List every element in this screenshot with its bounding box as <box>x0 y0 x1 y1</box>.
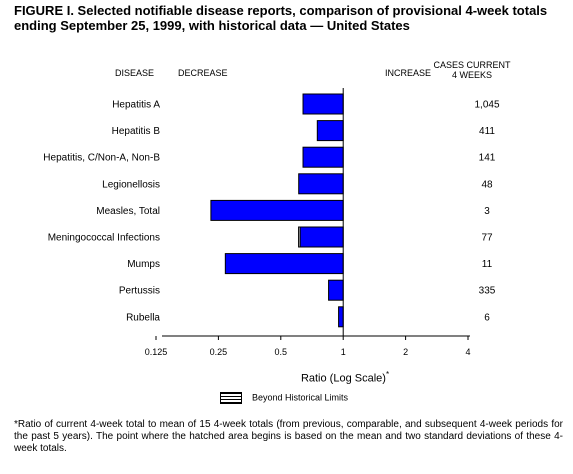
disease-label: Mumps <box>127 259 160 270</box>
hatched-segment <box>298 226 301 248</box>
header-cases-line2: 4 WEEKS <box>451 70 492 80</box>
x-tick-label: 0.25 <box>210 347 228 357</box>
cases-value: 1,045 <box>474 100 499 111</box>
bar <box>210 199 344 221</box>
disease-label: Hepatitis A <box>112 100 160 111</box>
bar <box>302 93 344 115</box>
x-tick-label: 0.5 <box>275 347 288 357</box>
disease-label: Pertussis <box>119 286 160 297</box>
disease-label: Measles, Total <box>96 206 160 217</box>
header-cases: CASES CURRENT 4 WEEKS <box>432 60 512 80</box>
x-axis-label-marker: * <box>385 370 390 379</box>
header-cases-line1: CASES CURRENT <box>433 60 511 70</box>
x-axis-label-text: Ratio (Log Scale) <box>300 372 386 385</box>
disease-label: Meningococcal Infections <box>48 233 160 244</box>
disease-label: Hepatitis, C/Non-A, Non-B <box>43 153 160 164</box>
disease-label: Legionellosis <box>102 179 160 190</box>
cases-value: 77 <box>481 233 493 244</box>
footnote: *Ratio of current 4-week total to mean o… <box>14 419 563 454</box>
bar <box>298 173 344 195</box>
disease-label: Rubella <box>126 312 160 323</box>
x-tick-label: 1 <box>341 347 346 357</box>
legend-label: Beyond Historical Limits <box>252 392 349 403</box>
bar <box>224 253 344 275</box>
bar <box>328 279 344 301</box>
cases-value: 335 <box>479 286 496 297</box>
cases-value: 6 <box>484 312 490 323</box>
x-tick-label: 4 <box>465 347 470 357</box>
x-axis-label: Ratio (Log Scale)* <box>255 370 435 385</box>
header-decrease: DECREASE <box>178 68 228 78</box>
header-increase: INCREASE <box>385 68 432 78</box>
bar <box>302 146 344 168</box>
figure-title: FIGURE I. Selected notifiable disease re… <box>14 3 548 33</box>
legend: Beyond Historical Limits <box>220 392 348 404</box>
x-tick-label: 2 <box>403 347 408 357</box>
header-disease: DISEASE <box>115 68 155 78</box>
cases-value: 48 <box>481 179 493 190</box>
bar <box>298 226 344 248</box>
bar <box>338 306 344 328</box>
cases-value: 141 <box>479 153 496 164</box>
hatched-legend-swatch <box>220 392 242 404</box>
cases-value: 11 <box>482 259 493 270</box>
bar <box>316 120 344 142</box>
cases-value: 3 <box>484 206 490 217</box>
x-tick-label: 0.125 <box>145 347 168 357</box>
disease-label: Hepatitis B <box>112 126 161 137</box>
cases-value: 411 <box>479 126 495 137</box>
